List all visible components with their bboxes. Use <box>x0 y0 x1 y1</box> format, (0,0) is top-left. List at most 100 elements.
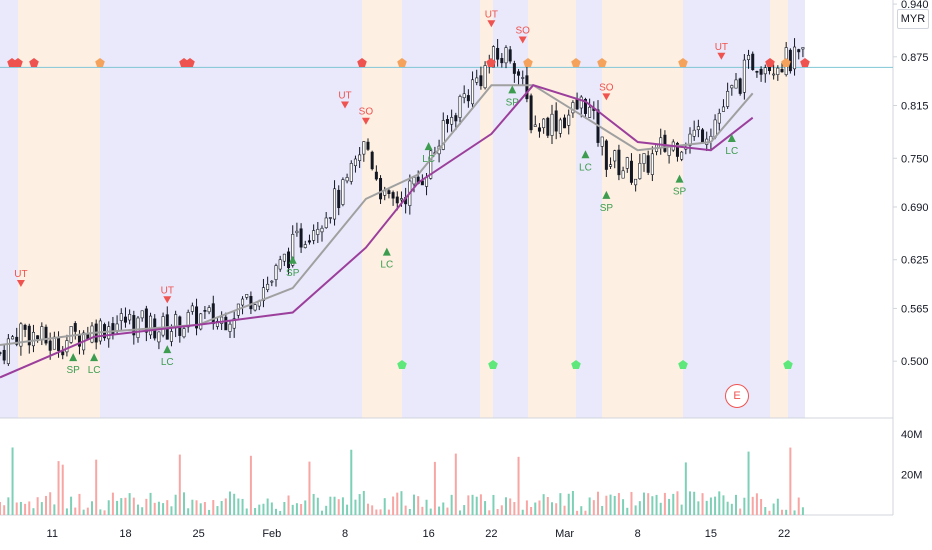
candle-body <box>362 141 366 155</box>
candle-body <box>663 134 667 152</box>
volume-bar <box>684 462 687 515</box>
volume-bar <box>162 503 165 515</box>
volume-bar <box>187 508 190 515</box>
candle-body <box>307 240 311 243</box>
volume-bar <box>722 495 725 515</box>
volume-bar <box>776 498 779 515</box>
volume-bar <box>137 504 139 515</box>
candle-body <box>199 313 203 330</box>
volume-bar <box>475 496 478 515</box>
volume-bar <box>597 491 599 515</box>
time-tick-label: 8 <box>635 528 641 540</box>
candle-body <box>621 170 625 179</box>
candle-body <box>512 63 516 74</box>
candle-body <box>61 351 65 356</box>
session-band <box>402 0 480 418</box>
session-band <box>788 0 805 418</box>
volume-bar <box>521 509 524 515</box>
volume-bar <box>379 509 382 515</box>
candle-body <box>132 315 136 336</box>
candle-body <box>220 316 224 324</box>
top-pentagon-icon <box>486 58 496 67</box>
buy-signal-icon <box>90 353 99 362</box>
candle-body <box>0 352 2 354</box>
bottom-pentagon-icon <box>488 360 498 369</box>
volume-bar <box>701 493 704 515</box>
buy-signal-label: LC <box>579 162 592 173</box>
volume-bar <box>689 491 691 515</box>
volume-bar <box>341 497 344 515</box>
volume-bar <box>672 493 675 515</box>
volume-bar <box>647 493 650 515</box>
candle-body <box>119 313 123 321</box>
volume-bar <box>429 508 432 515</box>
volume-bar <box>622 499 625 515</box>
volume-bar <box>450 494 453 515</box>
volume-bar <box>70 496 73 515</box>
volume-bar <box>287 495 290 515</box>
volume-bar <box>53 504 56 515</box>
volume-bar <box>584 510 587 515</box>
price-tick-label: 0.690 <box>901 202 929 214</box>
volume-bar <box>128 493 131 515</box>
candle-body <box>232 318 236 329</box>
volume-bar <box>304 500 307 515</box>
earnings-marker-icon[interactable]: E <box>725 384 749 408</box>
candle-body <box>617 149 621 176</box>
candle-body <box>207 307 211 313</box>
session-band <box>100 0 184 418</box>
candle-body <box>391 192 395 199</box>
volume-bar <box>86 507 89 515</box>
candle-body <box>316 228 320 235</box>
candle-body <box>149 315 153 336</box>
candle-body <box>734 79 738 89</box>
volume-bar <box>0 501 1 515</box>
session-band <box>528 0 576 418</box>
candle-body <box>721 106 725 112</box>
volume-bar <box>36 497 39 515</box>
buy-signal-label: SP <box>673 187 687 198</box>
volume-bar <box>350 449 353 515</box>
sell-signal-label: SO <box>359 107 374 118</box>
candle-body <box>374 171 378 180</box>
candle-body <box>466 95 470 102</box>
volume-bar <box>28 501 31 515</box>
volume-bar <box>755 493 758 515</box>
candle-body <box>575 98 579 110</box>
volume-bar <box>663 492 666 515</box>
price-tick-label: 0.940 <box>901 0 929 11</box>
candle-body <box>696 126 700 131</box>
candle-body <box>412 177 416 185</box>
volume-bar <box>509 498 512 515</box>
volume-bar <box>19 501 22 515</box>
candle-body <box>73 323 77 332</box>
candle-body <box>500 58 504 64</box>
volume-bar <box>484 501 487 515</box>
volume-bar <box>396 492 399 515</box>
candle-body <box>395 196 399 204</box>
buy-signal-label: SP <box>67 365 81 376</box>
volume-bar <box>337 499 340 515</box>
volume-bar <box>78 493 81 515</box>
candle-body <box>11 336 15 340</box>
candle-body <box>270 280 274 283</box>
volume-bar <box>15 502 18 515</box>
volume-bar <box>709 497 712 515</box>
candle-body <box>349 163 353 182</box>
top-pentagon-icon <box>765 58 775 67</box>
volume-bar <box>145 498 148 515</box>
volume-bar <box>542 494 545 515</box>
volume-bar <box>505 497 507 515</box>
buy-signal-label: SP <box>506 97 520 108</box>
volume-bar <box>321 510 323 515</box>
candle-body <box>303 244 307 248</box>
candle-body <box>471 79 475 105</box>
volume-bar <box>442 502 445 515</box>
session-band <box>480 0 493 418</box>
volume-bar <box>693 491 696 515</box>
candle-body <box>107 326 111 340</box>
candle-body <box>542 118 546 129</box>
candle-body <box>441 120 445 150</box>
candle-body <box>504 47 508 64</box>
